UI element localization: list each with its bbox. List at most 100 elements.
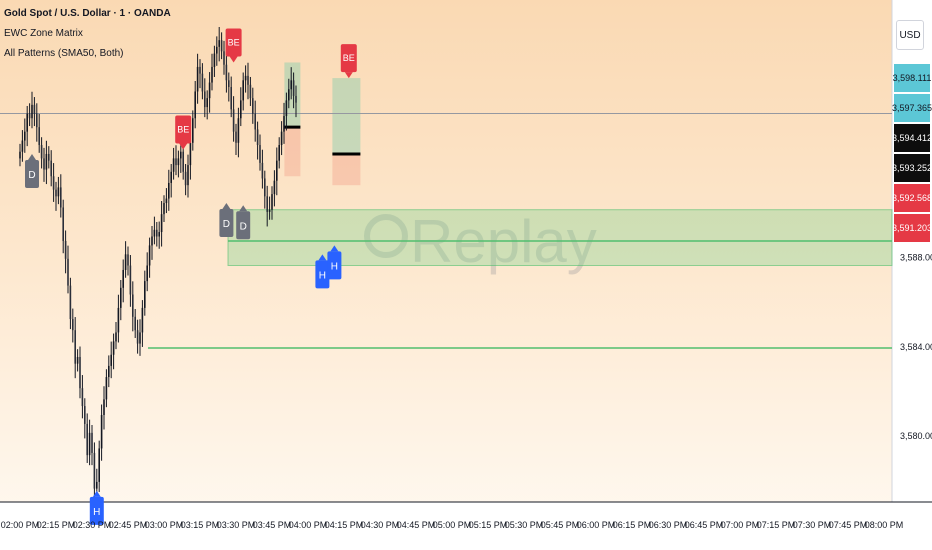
candle-body [252, 98, 254, 114]
currency-button[interactable]: USD [896, 20, 924, 50]
time-axis-tick: 05:45 PM [541, 520, 580, 530]
pattern-label-BE-pointer [179, 143, 188, 150]
pattern-label-H: H [93, 507, 100, 518]
candle-body [110, 354, 112, 366]
candle-body [280, 131, 283, 146]
pattern-label-H: H [319, 270, 326, 281]
time-axis-tick: 04:00 PM [289, 520, 328, 530]
candle-body [45, 153, 48, 170]
candle-body [50, 160, 52, 177]
time-axis-tick: 07:45 PM [829, 520, 868, 530]
pattern-label-H-pointer [330, 245, 339, 252]
candle-body [24, 131, 26, 141]
candle-body [180, 151, 182, 159]
candle-body [213, 53, 216, 67]
symbol-title[interactable]: Gold Spot / U.S. Dollar · 1 · OANDA [4, 8, 171, 19]
candle-body [228, 80, 230, 88]
candle-body [230, 87, 232, 110]
candle-body [187, 165, 189, 186]
candle-body [115, 332, 117, 342]
candle-body [240, 100, 242, 119]
time-axis-tick: 02:15 PM [37, 520, 76, 530]
candle-body [132, 294, 134, 317]
time-axis-tick: 04:15 PM [325, 520, 364, 530]
candle-body [144, 281, 146, 308]
pattern-label-D-pointer [222, 203, 231, 210]
candle-body [86, 423, 88, 456]
pattern-label-D-box [219, 209, 234, 238]
pattern-label-H-pointer [318, 254, 327, 261]
candle-body [249, 84, 252, 99]
price-label-box [894, 154, 930, 182]
candle-body [295, 95, 297, 103]
candle-body [120, 287, 122, 308]
time-axis-tick: 03:30 PM [217, 520, 256, 530]
candle-body [278, 145, 280, 161]
candle-body [163, 203, 165, 215]
candle-body [196, 66, 199, 92]
time-axis-tick: 07:00 PM [721, 520, 760, 530]
pattern-label-D: D [240, 221, 247, 232]
candle-body [266, 196, 268, 212]
price-label: 3,592.568 [892, 193, 932, 203]
pattern-label-D-box [25, 159, 39, 188]
candle-body [182, 151, 184, 172]
pattern-label-H: H [331, 261, 338, 272]
replay-watermark-icon [364, 214, 408, 258]
candle-body [237, 118, 240, 143]
time-axis-tick: 05:30 PM [505, 520, 544, 530]
indicator-ewc-zone-matrix[interactable]: EWC Zone Matrix [4, 28, 83, 39]
pattern-label-BE: BE [177, 124, 189, 134]
candle-body [112, 341, 115, 355]
price-label-box [894, 64, 930, 92]
candle-body [276, 160, 278, 181]
indicator-all-patterns[interactable]: All Patterns (SMA50, Both) [4, 48, 124, 59]
candle-body [218, 40, 220, 47]
price-label-box [894, 184, 930, 212]
candle-body [273, 180, 276, 195]
candle-body [204, 91, 206, 108]
candle-body [158, 232, 160, 237]
candle-body [136, 330, 139, 344]
candle-body [184, 171, 187, 186]
candle-body [33, 104, 36, 114]
candle-body [60, 187, 62, 208]
candle-body [175, 158, 177, 166]
time-axis-tick: 05:15 PM [469, 520, 508, 530]
candle-body [283, 116, 285, 132]
candle-body [168, 182, 170, 199]
pattern-label-D: D [223, 219, 230, 230]
candle-body [40, 145, 43, 159]
candle-body [81, 388, 84, 407]
time-axis-tick: 07:15 PM [757, 520, 796, 530]
pattern-label-BE: BE [343, 53, 355, 63]
price-label: 3,594.412 [892, 133, 932, 143]
trade-target-box-1 [332, 78, 361, 154]
candle-body [216, 46, 218, 54]
price-axis-tick: 3,584.000 [900, 342, 932, 352]
pattern-label-BE-box [340, 44, 357, 73]
candle-body [151, 236, 153, 246]
candle-body [72, 319, 74, 331]
candle-body [122, 269, 124, 288]
candle-body [141, 307, 144, 333]
time-axis-background [0, 502, 932, 550]
pattern-label-D-pointer [239, 205, 248, 212]
candle-body [153, 229, 156, 237]
candle-body [103, 399, 105, 415]
candle-body [134, 316, 136, 331]
pattern-label-H-box [315, 260, 330, 289]
candle-body [48, 153, 50, 161]
candle-body [206, 98, 208, 108]
candle-body [124, 254, 127, 270]
candle-body [199, 66, 201, 74]
trade-stop-box-0 [284, 127, 301, 177]
candle-body [108, 365, 110, 378]
price-label-box [894, 94, 930, 122]
candle-body [165, 198, 168, 204]
candle-body [288, 89, 290, 101]
candle-body [93, 452, 96, 489]
pattern-label-D-box [236, 211, 251, 240]
trade-stop-box-1 [332, 153, 361, 186]
